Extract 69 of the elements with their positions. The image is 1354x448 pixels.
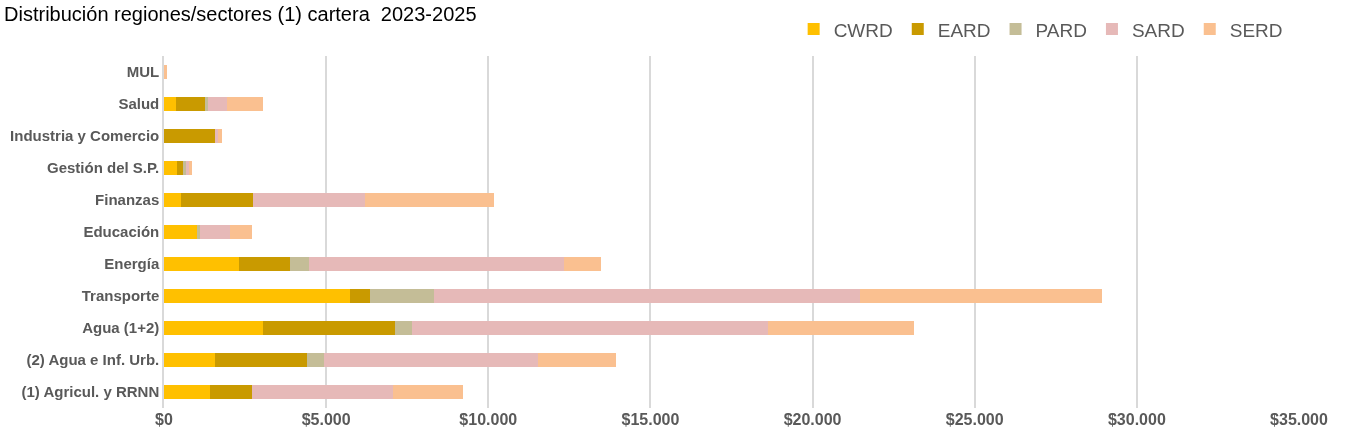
y-tick-label: (2) Agua e Inf. Urb. (26, 351, 160, 369)
y-tick-label: (1) Agricul. y RRNN (21, 383, 160, 401)
x-tick-label: $20.000 (783, 411, 842, 428)
bar (164, 320, 263, 336)
x-tick-label: $30.000 (1107, 411, 1166, 428)
bar (394, 320, 413, 336)
bar (164, 96, 177, 112)
bar (364, 192, 495, 208)
bar (434, 288, 860, 304)
y-tick-label: Finanzas (95, 191, 160, 209)
legend-label: EARD (937, 19, 991, 41)
legend-label: CWRD (833, 19, 893, 41)
y-tick-label: Gestión del S.P. (46, 159, 160, 177)
bar (164, 256, 239, 272)
bar (164, 352, 215, 368)
bar (181, 192, 253, 208)
bar (324, 352, 538, 368)
bar (308, 256, 564, 272)
chart-title: Distribución regiones/sectores (1) cartera 2023-2025 (4, 2, 477, 25)
bar (199, 224, 230, 240)
bar (768, 320, 914, 336)
bar (290, 256, 309, 272)
bar (208, 96, 228, 112)
bar (412, 320, 769, 336)
bar (215, 128, 219, 144)
x-tick-label: $10.000 (459, 411, 518, 428)
bar (186, 160, 189, 176)
bar (563, 256, 602, 272)
y-tick-label: Transporte (81, 287, 160, 305)
bar (176, 96, 206, 112)
x-tick-label: $0 (155, 411, 173, 428)
bar (251, 384, 394, 400)
legend-label: SERD (1229, 19, 1283, 41)
bar (164, 384, 211, 400)
x-tick-label: $5.000 (301, 411, 351, 428)
x-tick-label: $35.000 (1270, 411, 1329, 428)
legend-label: SARD (1131, 19, 1185, 41)
bar (369, 288, 435, 304)
x-tick-label: $25.000 (945, 411, 1004, 428)
x-tick-label: $15.000 (621, 411, 680, 428)
bar (307, 352, 325, 368)
y-tick-label: MUL (126, 63, 160, 81)
bar (164, 192, 182, 208)
legend-label: PARD (1035, 19, 1087, 41)
y-tick-label: Industria y Comercio (10, 127, 160, 145)
bar (197, 224, 200, 240)
bar (164, 288, 351, 304)
bar (214, 352, 308, 368)
bar (227, 96, 263, 112)
bar (537, 352, 617, 368)
bar (238, 256, 291, 272)
bar (859, 288, 1103, 304)
bar (164, 160, 177, 176)
bar (205, 96, 209, 112)
bar (350, 288, 370, 304)
y-tick-label: Agua (1+2) (82, 319, 160, 337)
bar (164, 128, 216, 144)
bar (252, 192, 365, 208)
bar (164, 64, 167, 80)
y-tick-label: Educación (83, 223, 160, 241)
bar (262, 320, 395, 336)
bar (218, 128, 223, 144)
y-tick-label: Salud (118, 95, 160, 113)
y-tick-label: Energía (104, 255, 160, 273)
bar (210, 384, 252, 400)
bar (393, 384, 463, 400)
bar (164, 224, 198, 240)
bar (229, 224, 252, 240)
bar (176, 160, 183, 176)
